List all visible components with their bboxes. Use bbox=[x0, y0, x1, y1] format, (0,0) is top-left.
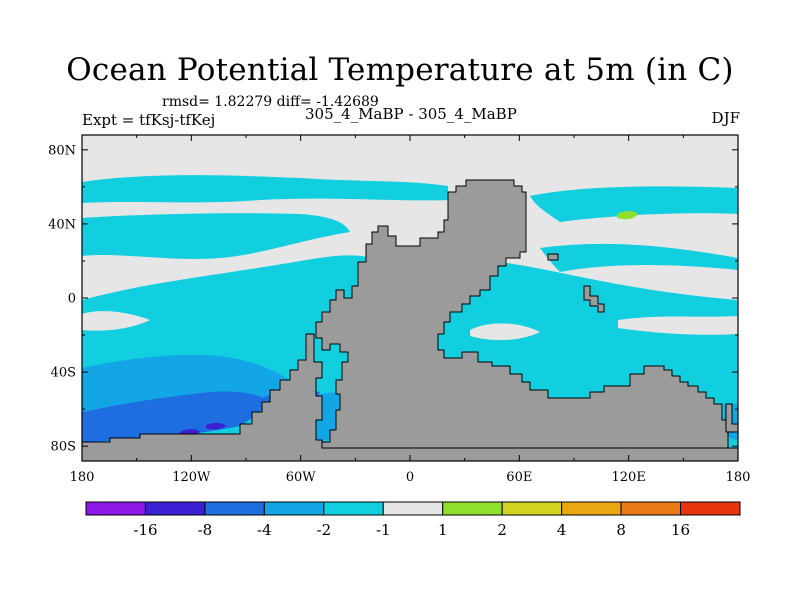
cases-label: 305_4_MaBP - 305_4_MaBP bbox=[305, 105, 517, 123]
band-neg1-north bbox=[82, 175, 448, 203]
x-tick-label: 180 bbox=[70, 470, 95, 485]
season-label: DJF bbox=[711, 109, 740, 127]
x-tick-label: 60E bbox=[506, 470, 532, 485]
land-supercontinent bbox=[315, 179, 729, 449]
colorbar-label: -2 bbox=[317, 521, 332, 539]
colorbar-swatch bbox=[561, 501, 622, 516]
x-tick-label: 120W bbox=[172, 470, 211, 485]
near-zero-patch-2 bbox=[470, 323, 540, 341]
colorbar-swatch bbox=[620, 501, 682, 516]
y-tick-label: 0 bbox=[68, 292, 76, 307]
y-tick-label: 40N bbox=[48, 217, 76, 232]
x-tick-label: 120E bbox=[612, 470, 646, 485]
experiment-label: Expt = tfKsj-tfKej bbox=[82, 111, 216, 129]
colorbar-label: 2 bbox=[497, 521, 507, 539]
band-neg8-patch-2 bbox=[206, 422, 226, 430]
colorbar-swatch bbox=[442, 501, 503, 516]
x-tick-label: 0 bbox=[406, 470, 414, 485]
colorbar: -16 -8 -4 -2 -1 1 2 4 8 16 bbox=[85, 501, 741, 539]
colorbar-swatch bbox=[263, 501, 325, 516]
land-antarctica bbox=[82, 333, 738, 461]
colorbar-label: 16 bbox=[671, 521, 690, 539]
y-tick-label: 80N bbox=[48, 143, 76, 158]
land-east-island bbox=[583, 285, 605, 313]
band-neg4-southwest bbox=[82, 391, 270, 442]
near-zero-patch-1 bbox=[82, 311, 150, 331]
x-axis: 180 120W 60W 0 60E 120E 180 bbox=[70, 135, 751, 485]
band-neg1-mid-west bbox=[82, 213, 350, 259]
near-zero-patch-3 bbox=[618, 316, 738, 335]
y-axis: 80N 40N 0 40S 80S bbox=[48, 143, 738, 455]
stats-text: rmsd= 1.82279 diff= -1.42689 bbox=[162, 94, 379, 110]
band-pos1-patch bbox=[617, 211, 638, 220]
colorbar-swatch bbox=[382, 501, 444, 516]
colorbar-swatch bbox=[144, 501, 206, 516]
land-arc-island bbox=[725, 403, 738, 433]
colorbar-label: 1 bbox=[438, 521, 448, 539]
band-neg1-north-east bbox=[530, 186, 738, 222]
land-small-island bbox=[547, 253, 559, 261]
colorbar-label: -4 bbox=[257, 521, 272, 539]
colorbar-label: -1 bbox=[376, 521, 391, 539]
colorbar-label: -16 bbox=[133, 521, 157, 539]
chart-title: Ocean Potential Temperature at 5m (in C) bbox=[66, 52, 734, 88]
colorbar-swatch bbox=[323, 501, 384, 516]
colorbar-swatch bbox=[85, 501, 146, 516]
x-tick-label: 60W bbox=[286, 470, 317, 485]
colorbar-swatch bbox=[204, 501, 265, 516]
colorbar-swatch bbox=[501, 501, 563, 516]
y-tick-label: 40S bbox=[51, 366, 76, 381]
colorbar-label: 8 bbox=[616, 521, 626, 539]
x-tick-label: 180 bbox=[726, 470, 751, 485]
colorbar-label: -8 bbox=[198, 521, 213, 539]
y-tick-label: 80S bbox=[51, 440, 76, 455]
colorbar-label: 4 bbox=[557, 521, 567, 539]
band-neg1-east-arc bbox=[540, 243, 738, 272]
colorbar-swatch bbox=[680, 501, 741, 516]
map-field bbox=[82, 135, 738, 461]
